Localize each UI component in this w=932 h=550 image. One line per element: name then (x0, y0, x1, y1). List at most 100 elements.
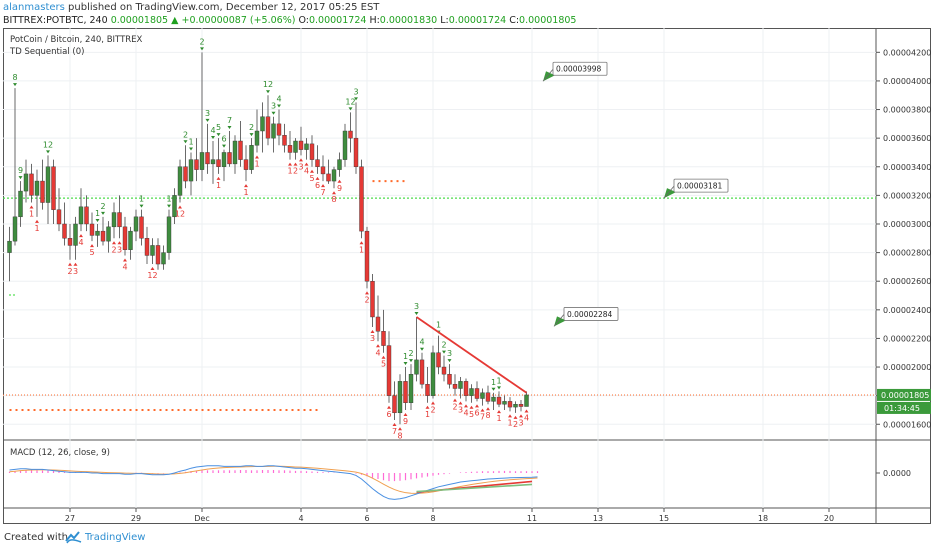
td-arrow-up (464, 404, 468, 408)
x-tick-label: 20 (824, 514, 834, 523)
candle-body (210, 159, 216, 165)
td-count-down: 5 (89, 248, 94, 257)
td-count-up: 4 (276, 95, 281, 104)
td-arrow-up (497, 410, 501, 414)
candle-body (441, 366, 447, 375)
candle-body (144, 238, 150, 256)
td-arrow-down (205, 118, 210, 122)
td-count-up: 2 (199, 37, 204, 46)
candle-body (18, 190, 23, 218)
td-count-up: 9 (18, 166, 23, 175)
y-tick-label: 0.00002400 (883, 306, 931, 315)
td-arrow-up (123, 258, 127, 262)
td-arrow-up (150, 267, 155, 271)
chart-header: alanmasters published on TradingView.com… (0, 0, 932, 28)
left-dot (9, 294, 11, 296)
td-count-down: 7 (392, 427, 397, 436)
downtrend-line (415, 316, 528, 394)
td-arrow-up (73, 262, 78, 266)
flag-box (563, 307, 619, 321)
candle-body (408, 373, 414, 404)
td-arrow-up (112, 241, 116, 245)
td-arrow-up (216, 176, 221, 180)
td-count-down: 1 (216, 181, 221, 190)
chart-canvas[interactable]: 0.00004200 0.00004000 0.00003800 0.00003600… (3, 28, 931, 524)
candle-body (419, 359, 425, 385)
td-arrow-up (524, 409, 529, 413)
td-arrow-down (249, 133, 254, 137)
candle-body (304, 143, 309, 150)
candle-body (485, 392, 491, 402)
x-tick-label: 15 (659, 514, 669, 523)
td-count-down: 4 (78, 238, 83, 247)
main-pane-bg (3, 28, 876, 440)
candle-body (425, 384, 430, 396)
candle-body (67, 238, 73, 246)
candle-body (282, 135, 287, 146)
candle-body (111, 212, 117, 228)
td-count-down: 5 (469, 410, 474, 419)
candle-body (23, 173, 29, 192)
candle-body (298, 140, 304, 150)
x-tick-label: Dec (194, 514, 209, 523)
td-count-down: 3 (458, 406, 463, 415)
candle-body (254, 130, 260, 146)
candle-body (436, 352, 441, 368)
td-arrow-up (332, 191, 336, 195)
candle-body (238, 140, 243, 160)
candle-body (166, 216, 172, 253)
td-count-up: 12 (43, 140, 53, 149)
td-arrow-down (216, 133, 221, 137)
td-arrow-up (244, 184, 248, 188)
candle-body (260, 116, 265, 132)
td-count-down: 2 (430, 406, 435, 415)
chart-title: PotCoin / Bitcoin, 240, BITTREX (10, 35, 143, 45)
td-count-up: 8 (12, 73, 17, 82)
flag-label: 0.00002284 (567, 310, 613, 319)
author-link[interactable]: alanmasters (3, 2, 65, 13)
td-arrow-up (403, 412, 408, 416)
td-arrow-down (167, 204, 171, 208)
td-count-down: 8 (397, 431, 402, 440)
x-tick-label: 8 (430, 514, 435, 523)
td-arrow-up (431, 401, 435, 405)
ohlc-line: BITTREX:POTBTC, 240 0.00001805 ▲ +0.0000… (3, 14, 576, 27)
td-count-down: 2 (364, 295, 369, 304)
candle-body (276, 123, 282, 136)
candle-body (45, 166, 51, 203)
tradingview-brand[interactable]: TradingView (85, 532, 146, 543)
candle-body (271, 123, 276, 139)
candle-body (128, 230, 133, 250)
y-tick-label: 0.00003200 (883, 191, 931, 200)
high-label: H: (369, 15, 380, 26)
candle-body (359, 166, 364, 232)
macd-tick-label: 0.0000 (883, 469, 911, 478)
chart-border (3, 28, 931, 524)
candle-body (89, 223, 95, 236)
candle-body (73, 223, 78, 246)
td-count-down: 1 (287, 167, 292, 176)
td-arrow-down (447, 359, 452, 363)
chart-area[interactable]: 0.00004200 0.00004000 0.00003800 0.00003600… (3, 28, 931, 524)
td-count-down: 4 (122, 262, 127, 271)
td-arrow-up (381, 355, 386, 359)
td-count-down: 4 (304, 167, 309, 176)
td-count-down: 1 (254, 159, 259, 168)
td-count-down: 1 (425, 410, 430, 419)
td-count-down: 7 (480, 413, 485, 422)
td-count-down: 7 (320, 188, 325, 197)
td-arrow-up (255, 155, 259, 159)
y-tick-label: 0.00003800 (883, 106, 931, 115)
td-count-down: 5 (381, 360, 386, 369)
candle-body (463, 381, 469, 396)
y-tick-label: 0.00003400 (883, 163, 931, 172)
td-arrow-down (189, 147, 193, 151)
candle-body (353, 137, 359, 167)
td-arrow-up (288, 162, 292, 166)
created-with-label: Created with (4, 532, 68, 543)
flag-icon (664, 188, 676, 199)
candle-body (177, 166, 183, 196)
td-arrow-down (277, 104, 281, 108)
y-tick-label: 0.00004000 (883, 77, 931, 86)
low-value: 0.00001724 (448, 15, 507, 26)
